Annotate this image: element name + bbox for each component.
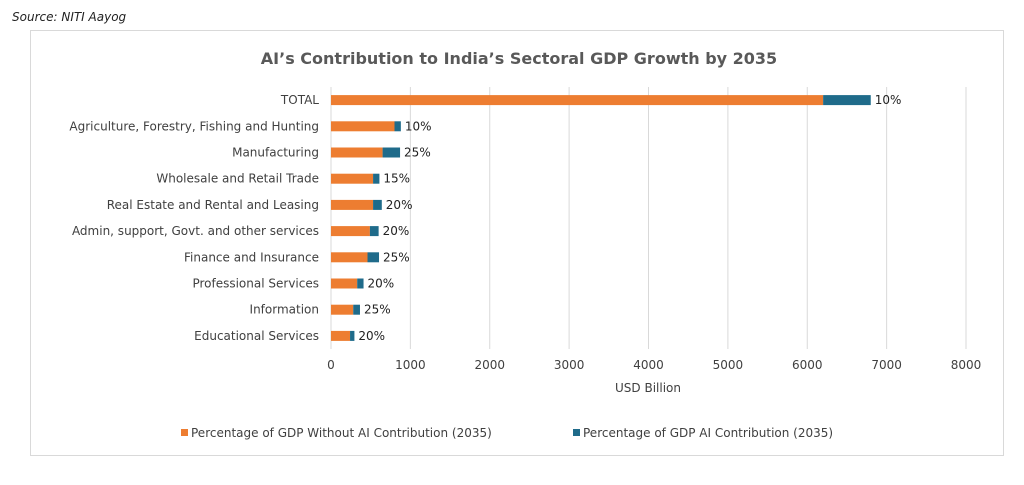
x-tick-label: 8000: [951, 358, 982, 372]
x-axis-label: USD Billion: [615, 381, 681, 395]
x-tick-label: 4000: [633, 358, 664, 372]
data-label: 15%: [383, 172, 410, 186]
bar-ai-contribution: [373, 199, 382, 210]
legend-swatch: [573, 429, 580, 436]
bar-ai-contribution: [373, 173, 380, 184]
legend-swatch: [181, 429, 188, 436]
category-label: Admin, support, Govt. and other services: [72, 224, 319, 238]
bars: 10% 10% 25% 15% 20% 20% 25% 20% 25% 20%: [331, 93, 901, 343]
x-tick-label: 7000: [871, 358, 902, 372]
bar-without-ai: [331, 147, 383, 158]
category-label: Information: [250, 303, 319, 317]
data-label: 25%: [404, 146, 431, 160]
data-label: 20%: [358, 329, 385, 343]
x-tick-label: 1000: [395, 358, 426, 372]
bar-without-ai: [331, 278, 358, 289]
bar-without-ai: [331, 199, 374, 210]
bar-without-ai: [331, 226, 370, 237]
category-label: Wholesale and Retail Trade: [156, 172, 319, 186]
x-tick-label: 2000: [474, 358, 505, 372]
category-label: Manufacturing: [232, 146, 319, 160]
category-label: TOTAL: [280, 93, 319, 107]
bar-ai-contribution: [369, 226, 379, 237]
gridlines: [330, 87, 967, 349]
bar-without-ai: [331, 95, 824, 106]
x-tick-label: 6000: [792, 358, 823, 372]
bar-without-ai: [331, 121, 395, 132]
data-label: 25%: [364, 303, 391, 317]
data-label: 25%: [383, 250, 410, 264]
category-label: Professional Services: [192, 277, 319, 291]
bar-ai-contribution: [367, 252, 380, 263]
bar-without-ai: [331, 304, 354, 315]
chart-frame: AI’s Contribution to India’s Sectoral GD…: [30, 30, 1004, 456]
bar-ai-contribution: [350, 330, 355, 341]
bar-ai-contribution: [823, 95, 871, 106]
data-label: 10%: [875, 93, 902, 107]
bar-without-ai: [331, 330, 351, 341]
data-label: 20%: [368, 277, 395, 291]
bar-chart: AI’s Contribution to India’s Sectoral GD…: [69, 49, 981, 440]
data-label: 10%: [405, 119, 432, 133]
category-label: Real Estate and Rental and Leasing: [107, 198, 319, 212]
bar-ai-contribution: [357, 278, 364, 289]
legend-label: Percentage of GDP Without AI Contributio…: [191, 426, 492, 440]
x-tick-label: 3000: [554, 358, 585, 372]
source-note: Source: NITI Aayog: [12, 10, 127, 24]
category-labels: TOTAL Agriculture, Forestry, Fishing and …: [69, 93, 319, 343]
bar-ai-contribution: [353, 304, 360, 315]
x-axis-ticks: 0 1000 2000 3000 4000 5000 6000 7000 8000: [327, 358, 981, 372]
category-label: Educational Services: [194, 329, 319, 343]
bar-without-ai: [331, 252, 368, 263]
bar-ai-contribution: [394, 121, 401, 132]
chart-title: AI’s Contribution to India’s Sectoral GD…: [261, 49, 777, 68]
data-label: 20%: [383, 224, 410, 238]
legend-label: Percentage of GDP AI Contribution (2035): [583, 426, 833, 440]
category-label: Finance and Insurance: [184, 250, 319, 264]
category-label: Agriculture, Forestry, Fishing and Hunti…: [69, 119, 319, 133]
x-tick-label: 5000: [713, 358, 744, 372]
bar-without-ai: [331, 173, 374, 184]
data-label: 20%: [386, 198, 413, 212]
legend: Percentage of GDP Without AI Contributio…: [181, 426, 833, 440]
x-tick-label: 0: [327, 358, 335, 372]
bar-ai-contribution: [382, 147, 401, 158]
